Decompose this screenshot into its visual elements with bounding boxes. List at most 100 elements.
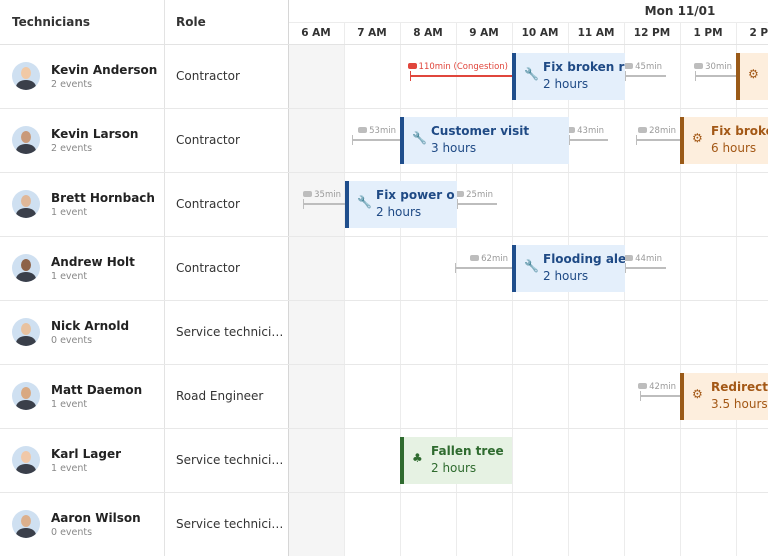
hour-label: 2 PM: [749, 27, 768, 39]
grid-line: [344, 22, 345, 556]
hour-label: 7 AM: [357, 27, 387, 39]
column-header: Role: [176, 15, 206, 29]
travel-tick: [636, 135, 637, 145]
grid-line: [288, 22, 768, 23]
travel-label: 25min: [466, 190, 493, 200]
travel-icon: [408, 63, 417, 69]
event-title: Flooding ale: [543, 252, 625, 266]
event-duration: 2 hours: [431, 461, 477, 475]
travel-tick: [625, 263, 626, 273]
technician-name: Nick Arnold: [51, 319, 130, 333]
hour-label: 12 PM: [633, 27, 671, 39]
avatar-head: [21, 195, 31, 207]
travel-tick: [695, 71, 696, 81]
avatar-head: [21, 387, 31, 399]
event-count: 1 event: [51, 271, 88, 282]
travel-line: [352, 139, 400, 141]
event[interactable]: ⚙: [736, 53, 768, 100]
hour-label: 9 AM: [469, 27, 499, 39]
avatar: [12, 126, 40, 154]
travel-line: [636, 139, 680, 141]
travel-line: [640, 395, 680, 397]
row-line: [0, 172, 768, 173]
travel-line: [455, 267, 512, 269]
avatar-body: [16, 272, 36, 282]
divider: [164, 0, 165, 556]
event-icon: 🔧: [524, 67, 539, 81]
event-duration: 2 hours: [543, 77, 589, 91]
travel-line: [303, 203, 345, 205]
row-line: [0, 236, 768, 237]
row-line: [0, 300, 768, 301]
technician-name: Brett Hornbach: [51, 191, 155, 205]
travel-tick: [625, 71, 626, 81]
travel-icon: [566, 127, 575, 133]
travel-icon: [638, 127, 647, 133]
event[interactable]: ♣ Fallen tree 2 hours: [400, 437, 512, 484]
travel-tick: [457, 199, 458, 209]
travel-label: 53min: [369, 126, 396, 136]
role: Service technici…: [176, 325, 284, 339]
technician-name: Kevin Larson: [51, 127, 139, 141]
travel-tick: [455, 263, 456, 273]
avatar: [12, 382, 40, 410]
travel-icon: [455, 191, 464, 197]
travel-label: 28min: [649, 126, 676, 136]
event-duration: 6 hours: [711, 141, 757, 155]
travel-label: 43min: [577, 126, 604, 136]
travel-label: 42min: [649, 382, 676, 392]
travel-label: 44min: [635, 254, 662, 264]
hour-label: 11 AM: [577, 27, 615, 39]
event-title: Fix broken r: [543, 60, 625, 74]
event-icon: ⚙: [692, 131, 703, 145]
event-title: Fix broke: [711, 124, 768, 138]
event-count: 1 event: [51, 463, 88, 474]
event-icon: 🔧: [357, 195, 372, 209]
event[interactable]: ⚙ Fix broke 6 hours: [680, 117, 768, 164]
event-icon: ♣: [412, 451, 423, 465]
technician-name: Matt Daemon: [51, 383, 143, 397]
technician-name: Kevin Anderson: [51, 63, 158, 77]
travel-tick: [352, 135, 353, 145]
event[interactable]: 🔧 Flooding ale 2 hours: [512, 245, 625, 292]
hour-label: 8 AM: [413, 27, 443, 39]
role: Service technici…: [176, 453, 284, 467]
avatar-head: [21, 515, 31, 527]
avatar: [12, 62, 40, 90]
row-line: [0, 364, 768, 365]
travel-icon: [470, 255, 479, 261]
grid-line: [400, 22, 401, 556]
travel-tick: [410, 71, 411, 81]
event[interactable]: 🔧 Fix broken r 2 hours: [512, 53, 625, 100]
role: Contractor: [176, 133, 240, 147]
travel-label: 35min: [314, 190, 341, 200]
avatar-head: [21, 131, 31, 143]
event-count: 2 events: [51, 143, 93, 154]
grid-line: [456, 22, 457, 556]
role: Road Engineer: [176, 389, 264, 403]
avatar-body: [16, 80, 36, 90]
event-icon: 🔧: [524, 259, 539, 273]
travel-label: 45min: [635, 62, 662, 72]
travel-line: [625, 267, 666, 269]
column-header: Technicians: [12, 15, 91, 29]
travel-line: [457, 203, 497, 205]
travel-line: [410, 75, 512, 77]
travel-label: 62min: [481, 254, 508, 264]
avatar-body: [16, 528, 36, 538]
travel-label: 110min (Congestion): [418, 62, 508, 72]
event[interactable]: 🔧 Fix power o 2 hours: [345, 181, 457, 228]
event[interactable]: ⚙ Redirect tr 3.5 hours: [680, 373, 768, 420]
avatar-head: [21, 323, 31, 335]
event[interactable]: 🔧 Customer visit 3 hours: [400, 117, 569, 164]
row-line: [0, 492, 768, 493]
avatar: [12, 446, 40, 474]
event-duration: 2 hours: [376, 205, 422, 219]
technician-name: Andrew Holt: [51, 255, 135, 269]
travel-line: [569, 139, 608, 141]
role: Service technici…: [176, 517, 284, 531]
event-title: Fix power o: [376, 188, 455, 202]
hour-label: 6 AM: [301, 27, 331, 39]
travel-icon: [638, 383, 647, 389]
avatar-head: [21, 67, 31, 79]
